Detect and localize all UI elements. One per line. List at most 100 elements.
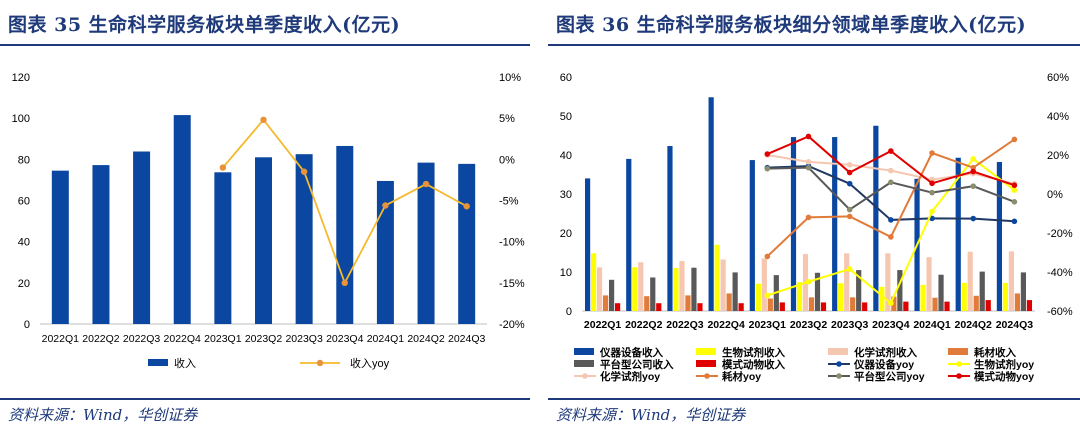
bar-model_animal — [944, 301, 950, 311]
legend-label: 耗材收入 — [974, 346, 1016, 359]
x-tick-label: 2024Q1 — [913, 319, 951, 331]
segment-revenue-chart: 0 10 20 30 40 50 60 -60% -40% -20% 0% 20% 40% 60% 2022… — [560, 72, 1073, 383]
bar-consumables — [850, 297, 856, 311]
legend-swatch-consumables — [948, 348, 968, 355]
chart-panel-left: 图表 35 生命科学服务板块单季度收入(亿元) 0 20 40 60 80 100 120 -… — [0, 0, 530, 441]
point-instrument-yoy — [846, 180, 853, 187]
legend-swatch-platform_company — [574, 360, 594, 367]
legend-label: 耗材yoy — [722, 370, 761, 383]
x-tick-label: 2022Q3 — [123, 333, 161, 345]
y-tick-label: 10 — [560, 267, 572, 279]
source-note: 资料来源：Wind，华创证券 — [556, 406, 746, 424]
y-tick-label: 60 — [560, 72, 572, 84]
legend-marker-model_animal-yoy — [956, 373, 962, 379]
bar-chem_reagent — [844, 253, 850, 311]
bar-model_animal — [862, 302, 868, 311]
bar-bio_reagent — [714, 244, 720, 311]
y-tick-label: 100 — [12, 113, 30, 125]
bar-bio_reagent — [796, 282, 803, 311]
x-tick-label: 2024Q3 — [996, 319, 1034, 331]
point-revenue-yoy — [300, 168, 308, 175]
bar-revenue — [173, 115, 191, 325]
bar-consumables — [973, 295, 979, 311]
bar-model_animal — [903, 301, 909, 311]
legend-marker-platform_company-yoy — [836, 373, 842, 379]
y-tick-label: 120 — [12, 72, 30, 84]
bar-platform_company — [1020, 272, 1027, 311]
point-consumables-yoy — [888, 234, 894, 240]
point-consumables-yoy — [929, 150, 935, 156]
point-consumables-yoy — [1011, 136, 1018, 143]
bar-model_animal — [656, 303, 662, 311]
point-revenue-yoy — [422, 180, 430, 188]
bar-instrument — [873, 125, 879, 311]
bar-revenue — [255, 157, 272, 324]
point-bio_reagent-yoy — [970, 156, 977, 162]
chart-panel-right: 图表 36 生命科学服务板块细分领域单季度收入(亿元) 0 10 20 30 40 50 6… — [548, 0, 1080, 441]
x-tick-label: 2022Q4 — [707, 319, 745, 331]
y2-tick-label: -5% — [499, 196, 519, 208]
bar-revenue — [214, 172, 232, 324]
point-bio_reagent-yoy — [764, 292, 771, 299]
point-revenue-yoy — [260, 116, 267, 124]
point-model_animal-yoy — [888, 148, 894, 154]
legend-label-revenue-yoy: 收入yoy — [350, 356, 390, 370]
y2-tick-label: 20% — [1047, 150, 1069, 162]
x-tick-label: 2023Q4 — [326, 333, 364, 345]
bar-instrument — [708, 97, 714, 311]
point-instrument-yoy — [1011, 218, 1018, 225]
footer-divider — [548, 398, 1080, 400]
revenue-chart: 0 20 40 60 80 100 120 -20% -15% -10% -5% 0% 5% 10% 202… — [12, 72, 525, 370]
bar-platform_company — [938, 274, 944, 311]
bar-platform_company — [897, 270, 903, 311]
legend-swatch-bio_reagent — [696, 348, 716, 355]
x-tick-label: 2024Q2 — [407, 333, 445, 345]
point-platform_company-yoy — [970, 183, 977, 189]
y2-tick-label: -40% — [1047, 267, 1073, 279]
bar-model_animal — [820, 302, 827, 311]
legend-marker-chem_reagent-yoy — [582, 373, 588, 379]
bar-chem_reagent — [761, 258, 767, 311]
bar-instrument — [584, 178, 591, 311]
bar-platform_company — [732, 272, 738, 311]
point-revenue-yoy — [341, 279, 348, 287]
bar-bio_reagent — [590, 253, 597, 311]
bar-consumables — [726, 293, 732, 311]
legend-label: 平台型公司yoy — [854, 370, 925, 383]
bar-chem_reagent — [596, 267, 603, 311]
x-tick-label: 2024Q3 — [448, 333, 486, 345]
bar-consumables — [808, 297, 815, 311]
point-bio_reagent-yoy — [888, 300, 894, 307]
footer-divider — [0, 398, 530, 400]
bar-platform_company — [814, 272, 821, 311]
point-model_animal-yoy — [764, 151, 771, 157]
point-chem_reagent-yoy — [888, 167, 894, 174]
y2-tick-label: -10% — [499, 237, 525, 249]
legend-label: 模式动物收入 — [722, 358, 785, 371]
point-consumables-yoy — [846, 213, 853, 220]
bar-bio_reagent — [838, 283, 844, 311]
point-bio_reagent-yoy — [1011, 187, 1018, 193]
bar-instrument — [955, 157, 961, 311]
x-tick-label: 2023Q2 — [790, 319, 828, 331]
point-platform_company-yoy — [764, 165, 771, 172]
y2-tick-label: 40% — [1047, 111, 1069, 123]
bar-consumables — [685, 295, 691, 311]
legend-swatch-chem_reagent — [828, 348, 848, 355]
bar-bio_reagent — [879, 286, 885, 311]
bar-consumables — [644, 296, 650, 311]
x-tick-label: 2024Q2 — [955, 319, 993, 331]
legend-label: 化学试剂yoy — [600, 370, 660, 383]
bar-instrument — [667, 146, 673, 311]
legend-label: 平台型公司收入 — [600, 358, 674, 371]
legend-marker-revenue-yoy — [316, 359, 324, 367]
point-chem_reagent-yoy — [805, 159, 812, 165]
y2-tick-label: -20% — [499, 319, 525, 331]
bar-consumables — [1014, 293, 1021, 311]
legend-label: 模式动物yoy — [974, 370, 1034, 383]
x-tick-label: 2023Q4 — [872, 319, 910, 331]
y2-tick-label: 60% — [1047, 72, 1069, 84]
legend-marker-instrument-yoy — [836, 361, 842, 367]
x-tick-label: 2022Q1 — [584, 319, 622, 331]
point-platform_company-yoy — [805, 164, 812, 171]
